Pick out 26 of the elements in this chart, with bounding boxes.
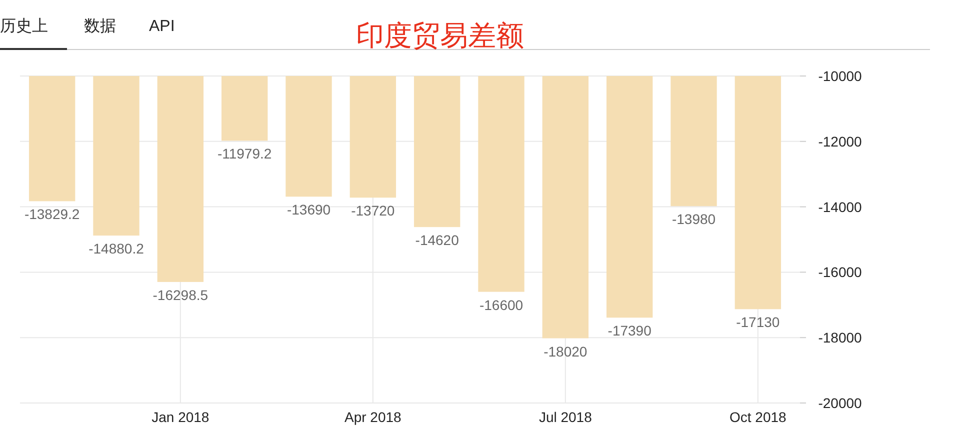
data-label: -14620 <box>415 232 460 248</box>
y-tick-label: -20000 <box>818 395 862 411</box>
y-tick-label: -14000 <box>818 198 862 215</box>
data-label: -18020 <box>544 343 588 360</box>
x-tick-label: Jan 2018 <box>152 409 210 425</box>
x-tick-label: Apr 2018 <box>344 409 402 425</box>
chart-title: 印度贸易差额 <box>356 20 524 51</box>
data-label: -13720 <box>351 202 395 219</box>
text: 数据 <box>84 18 116 35</box>
y-tick-label: -18000 <box>818 330 862 346</box>
data-label: -17390 <box>608 322 652 339</box>
data-label: -16600 <box>479 296 524 313</box>
data-label: -16298.5 <box>152 286 208 303</box>
y-tick-label: -12000 <box>818 133 862 150</box>
data-label: -13980 <box>672 211 716 228</box>
x-tick-label: Jul 2018 <box>538 409 592 425</box>
data-label: -11979.2 <box>217 146 272 162</box>
y-tick-label: -16000 <box>818 264 862 280</box>
data-label: -17130 <box>736 314 780 330</box>
data-label: -13829.2 <box>24 206 80 222</box>
text: API <box>149 18 175 35</box>
y-tick-label: -10000 <box>818 68 862 84</box>
x-tick-label: Oct 2018 <box>730 409 787 425</box>
data-label: -13690 <box>286 202 331 218</box>
text: 历史上 <box>0 17 48 35</box>
data-label: -14880.2 <box>88 240 144 257</box>
